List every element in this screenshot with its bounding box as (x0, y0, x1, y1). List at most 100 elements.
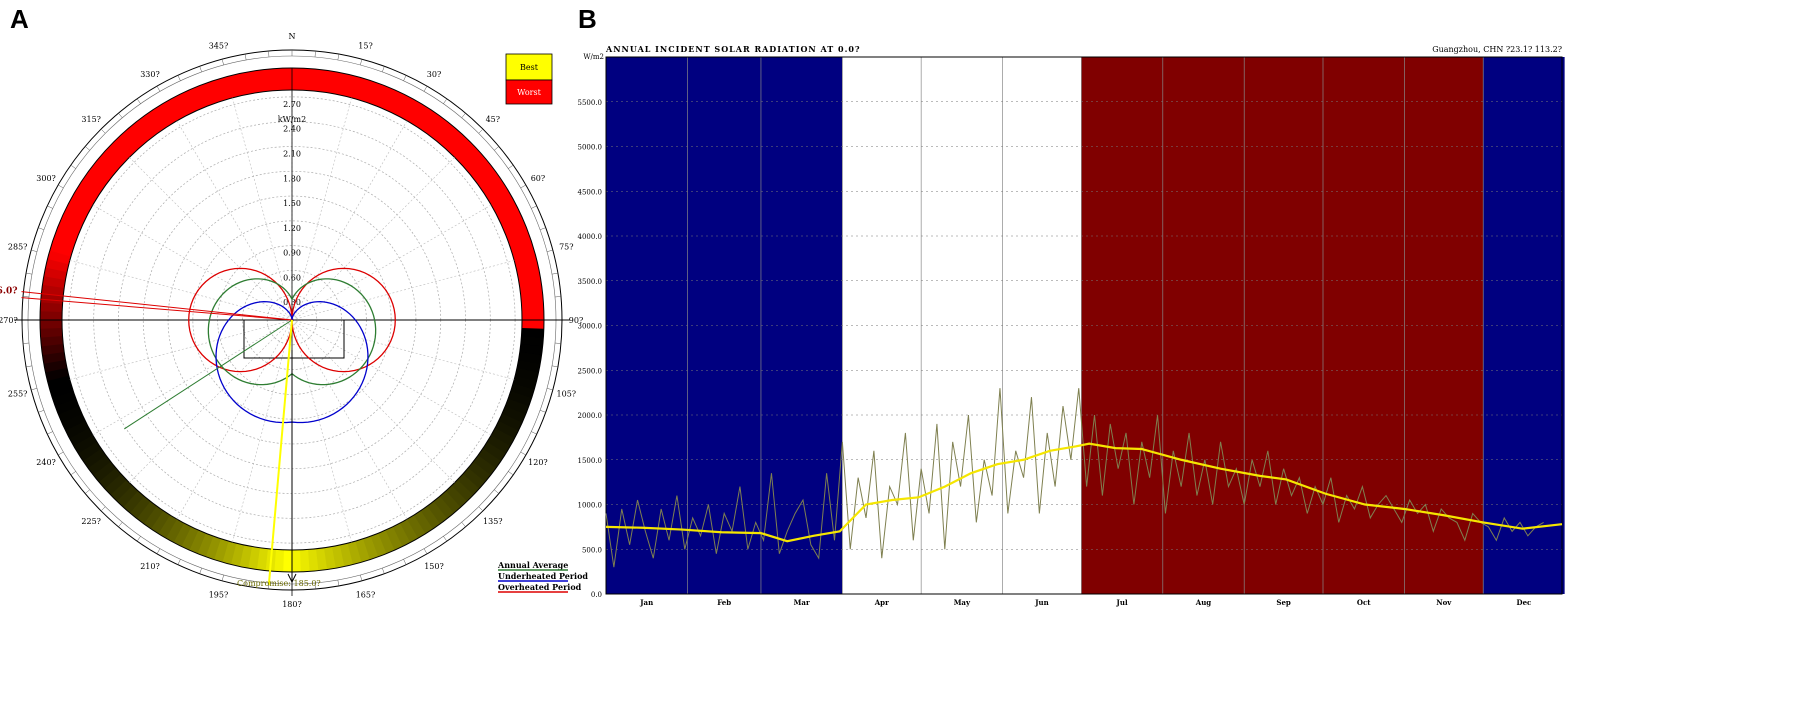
ring-segment (354, 538, 370, 563)
ring-segment (150, 510, 171, 534)
month-label: Aug (1195, 598, 1212, 607)
worst-label: Worst (517, 88, 541, 97)
direction-label: 180? (282, 600, 302, 609)
ring-segment (92, 460, 116, 482)
ring-segment (487, 186, 511, 206)
degree-tick (70, 164, 76, 169)
ring-segment (230, 542, 245, 567)
ring-segment (180, 526, 199, 551)
ring-segment (123, 126, 145, 150)
direction-label: 240? (36, 458, 56, 467)
ring-segment (498, 413, 523, 432)
direction-label: 30? (427, 70, 441, 79)
degree-tick (199, 66, 202, 73)
ring-segment (73, 434, 97, 454)
degree-tick (461, 522, 466, 527)
ring-segment (451, 479, 474, 502)
y-tick-label: 1500.0 (578, 457, 603, 465)
ring-segment (69, 427, 93, 446)
ring-segment (299, 549, 310, 572)
ring-segment (521, 328, 544, 339)
degree-tick (23, 296, 30, 298)
y-tick-label: 5000.0 (578, 144, 603, 152)
y-tick-label: 5500.0 (578, 99, 603, 107)
ring-segment (308, 68, 320, 92)
degree-tick (478, 506, 484, 512)
direction-label: 120? (528, 458, 548, 467)
ring-segment (88, 164, 112, 185)
degree-tick (58, 451, 64, 456)
degree-tick (520, 451, 526, 456)
ring-segment (331, 71, 346, 96)
ring-segment (213, 538, 229, 563)
degree-tick (100, 128, 106, 134)
direction-label: 150? (424, 562, 444, 571)
ring-segment (516, 359, 541, 374)
y-tick-label: 2000.0 (578, 412, 603, 420)
ring-segment (307, 548, 319, 572)
direction-label: 315? (81, 115, 101, 124)
degree-tick (31, 388, 38, 391)
direction-label: 330? (140, 70, 160, 79)
degree-tick (360, 574, 363, 581)
y-tick-label: 4000.0 (578, 233, 603, 241)
y-tick-label: 4500.0 (578, 188, 603, 196)
direction-label: 285? (8, 242, 28, 251)
month-label: May (954, 598, 971, 607)
plot-frame (605, 56, 1563, 595)
degree-tick (221, 574, 224, 581)
ring-segment (172, 522, 192, 547)
ring-segment (214, 77, 230, 102)
ring-segment (427, 116, 448, 140)
ring-segment (47, 374, 71, 390)
ring-segment (116, 484, 139, 508)
ring-segment (362, 536, 379, 560)
ring-segment (347, 75, 363, 100)
degree-tick (314, 51, 316, 58)
degree-tick (177, 75, 181, 81)
direction-label: 345? (209, 42, 229, 51)
ring-segment (42, 351, 66, 364)
degree-tick (382, 567, 385, 574)
ring-segment (501, 406, 526, 424)
direction-label: 15? (358, 42, 372, 51)
ring-segment (158, 101, 178, 125)
degree-tick (508, 164, 514, 169)
ring-segment (143, 110, 165, 134)
ring-segment (61, 208, 86, 227)
ring-segment (52, 232, 77, 249)
degree-tick (539, 410, 546, 413)
degree-tick (100, 506, 106, 512)
ring-segment (407, 101, 427, 126)
ring-segment (104, 473, 127, 496)
compromise-label: Compromise: 185.0? (237, 579, 321, 588)
ring-segment (291, 549, 301, 572)
ring-segment (157, 514, 177, 539)
degree-tick (539, 227, 546, 230)
degree-tick (38, 410, 45, 413)
ring-segment (58, 405, 82, 423)
panel-label-a: A (10, 4, 29, 34)
ring-segment (222, 75, 238, 99)
ring-segment (378, 86, 396, 111)
degree-tick (403, 75, 407, 81)
ring-segment (40, 301, 63, 312)
degree-tick (58, 184, 64, 189)
ring-segment (197, 82, 215, 107)
month-label: Jan (639, 598, 653, 607)
ring-segment (399, 97, 419, 122)
ring-segment (504, 398, 529, 416)
ring-segment (520, 293, 544, 305)
panel-label-b: B (578, 4, 597, 34)
degree-tick (531, 205, 537, 209)
direction-label: 105? (557, 390, 577, 399)
ring-segment (385, 89, 404, 114)
ring-segment (40, 327, 63, 338)
ring-segment (462, 151, 486, 173)
ring-segment (204, 535, 221, 560)
chart-title: ANNUAL INCIDENT SOLAR RADIATION AT 0.0? (605, 44, 861, 54)
degree-tick (47, 205, 53, 209)
rating-ring (40, 68, 544, 572)
average-direction-line (123, 319, 293, 430)
